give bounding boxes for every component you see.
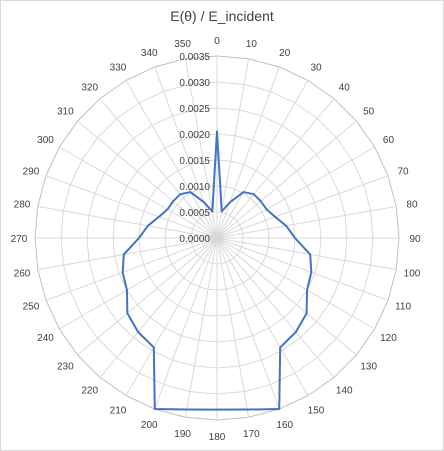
angle-tick-label: 110 <box>395 302 411 313</box>
angle-tick-label: 140 <box>336 386 353 397</box>
angle-tick-label: 230 <box>57 361 74 372</box>
grid-spoke <box>37 237 218 271</box>
grid-spoke <box>216 237 375 330</box>
angle-tick-label: 180 <box>209 432 226 443</box>
grid-spoke <box>216 237 357 356</box>
grid-spoke <box>77 237 218 356</box>
angle-tick-label: 190 <box>174 429 191 440</box>
series-layer <box>121 130 313 411</box>
angle-tick-label: 20 <box>279 48 291 59</box>
angle-tick-label: 40 <box>339 82 351 93</box>
angle-tick-label: 320 <box>81 82 98 93</box>
grid-spoke <box>216 237 335 378</box>
grid-spoke <box>216 98 335 239</box>
grid-spoke <box>99 98 218 239</box>
grid-spoke <box>216 237 280 410</box>
grid-spoke <box>99 237 218 378</box>
grid-spoke <box>216 237 309 396</box>
angle-tick-label: 310 <box>57 107 74 118</box>
angle-tick-label: 10 <box>246 39 258 50</box>
grid-spoke <box>154 237 218 410</box>
radial-tick-label: 0.0010 <box>179 182 210 193</box>
grid-spokes <box>35 56 399 420</box>
angle-tick-label: 290 <box>23 166 40 177</box>
grid-spoke <box>125 80 218 239</box>
radial-tick-label: 0.0035 <box>179 52 210 63</box>
radial-tick-label: 0.0020 <box>179 130 210 141</box>
grid-spoke <box>216 237 397 271</box>
grid-spoke <box>184 237 218 418</box>
grid-spoke <box>45 175 218 239</box>
angle-tick-label: 60 <box>383 135 395 146</box>
angle-tick-label: 350 <box>174 39 191 50</box>
grid-spoke <box>77 120 218 239</box>
series-line <box>121 130 313 411</box>
angle-tick-label: 160 <box>276 420 293 431</box>
angle-tick-label: 240 <box>37 333 54 344</box>
angle-tick-label: 30 <box>310 63 322 74</box>
angle-tick-label: 130 <box>360 361 377 372</box>
radial-tick-label: 0.0005 <box>179 208 210 219</box>
angle-tick-label: 0 <box>214 36 220 47</box>
grid-spoke <box>37 205 218 239</box>
angle-tick-labels: 0 10 20 30 40 50 60 70 80 90 100 110 120 130 140 150 160… <box>11 36 421 443</box>
angle-tick-label: 280 <box>14 200 31 211</box>
radial-tick-label: 0.0030 <box>179 78 210 89</box>
angle-tick-label: 330 <box>110 63 127 74</box>
angle-tick-label: 270 <box>11 234 28 245</box>
angle-tick-label: 120 <box>380 333 397 344</box>
angle-tick-label: 50 <box>363 107 375 118</box>
grid-spoke <box>154 66 218 239</box>
angle-tick-label: 90 <box>409 234 421 245</box>
radial-tick-label: 0.0015 <box>179 156 210 167</box>
grid-spoke <box>216 205 397 239</box>
angle-tick-label: 300 <box>37 135 54 146</box>
grid-spoke <box>45 237 218 301</box>
angle-tick-label: 340 <box>141 48 158 59</box>
grid-spoke <box>216 146 375 239</box>
grid-spoke <box>59 237 218 330</box>
angle-tick-label: 100 <box>404 268 421 279</box>
angle-tick-label: 150 <box>308 405 325 416</box>
angle-tick-label: 200 <box>141 420 158 431</box>
grid-spoke <box>216 175 389 239</box>
angle-tick-label: 170 <box>243 429 260 440</box>
angle-tick-label: 260 <box>14 268 31 279</box>
radial-tick-label: 0.0000 <box>179 234 210 245</box>
grid-spoke <box>216 66 280 239</box>
grid-spoke <box>216 120 357 239</box>
grid-spoke <box>216 237 250 418</box>
angle-tick-label: 70 <box>397 166 409 177</box>
angle-tick-label: 80 <box>406 200 418 211</box>
angle-tick-label: 210 <box>110 405 127 416</box>
grid-spoke <box>216 80 309 239</box>
grid-spoke <box>59 146 218 239</box>
angle-tick-label: 250 <box>23 302 40 313</box>
grid-spoke <box>125 237 218 396</box>
chart-title: E(θ) / E_incident <box>170 8 274 24</box>
angle-tick-label: 220 <box>81 386 98 397</box>
radial-tick-label: 0.0025 <box>179 104 210 115</box>
grid-spoke <box>216 237 389 301</box>
radial-tick-labels: 0.0000 0.0005 0.0010 0.0015 0.0020 0.0025 0.00… <box>179 52 210 245</box>
